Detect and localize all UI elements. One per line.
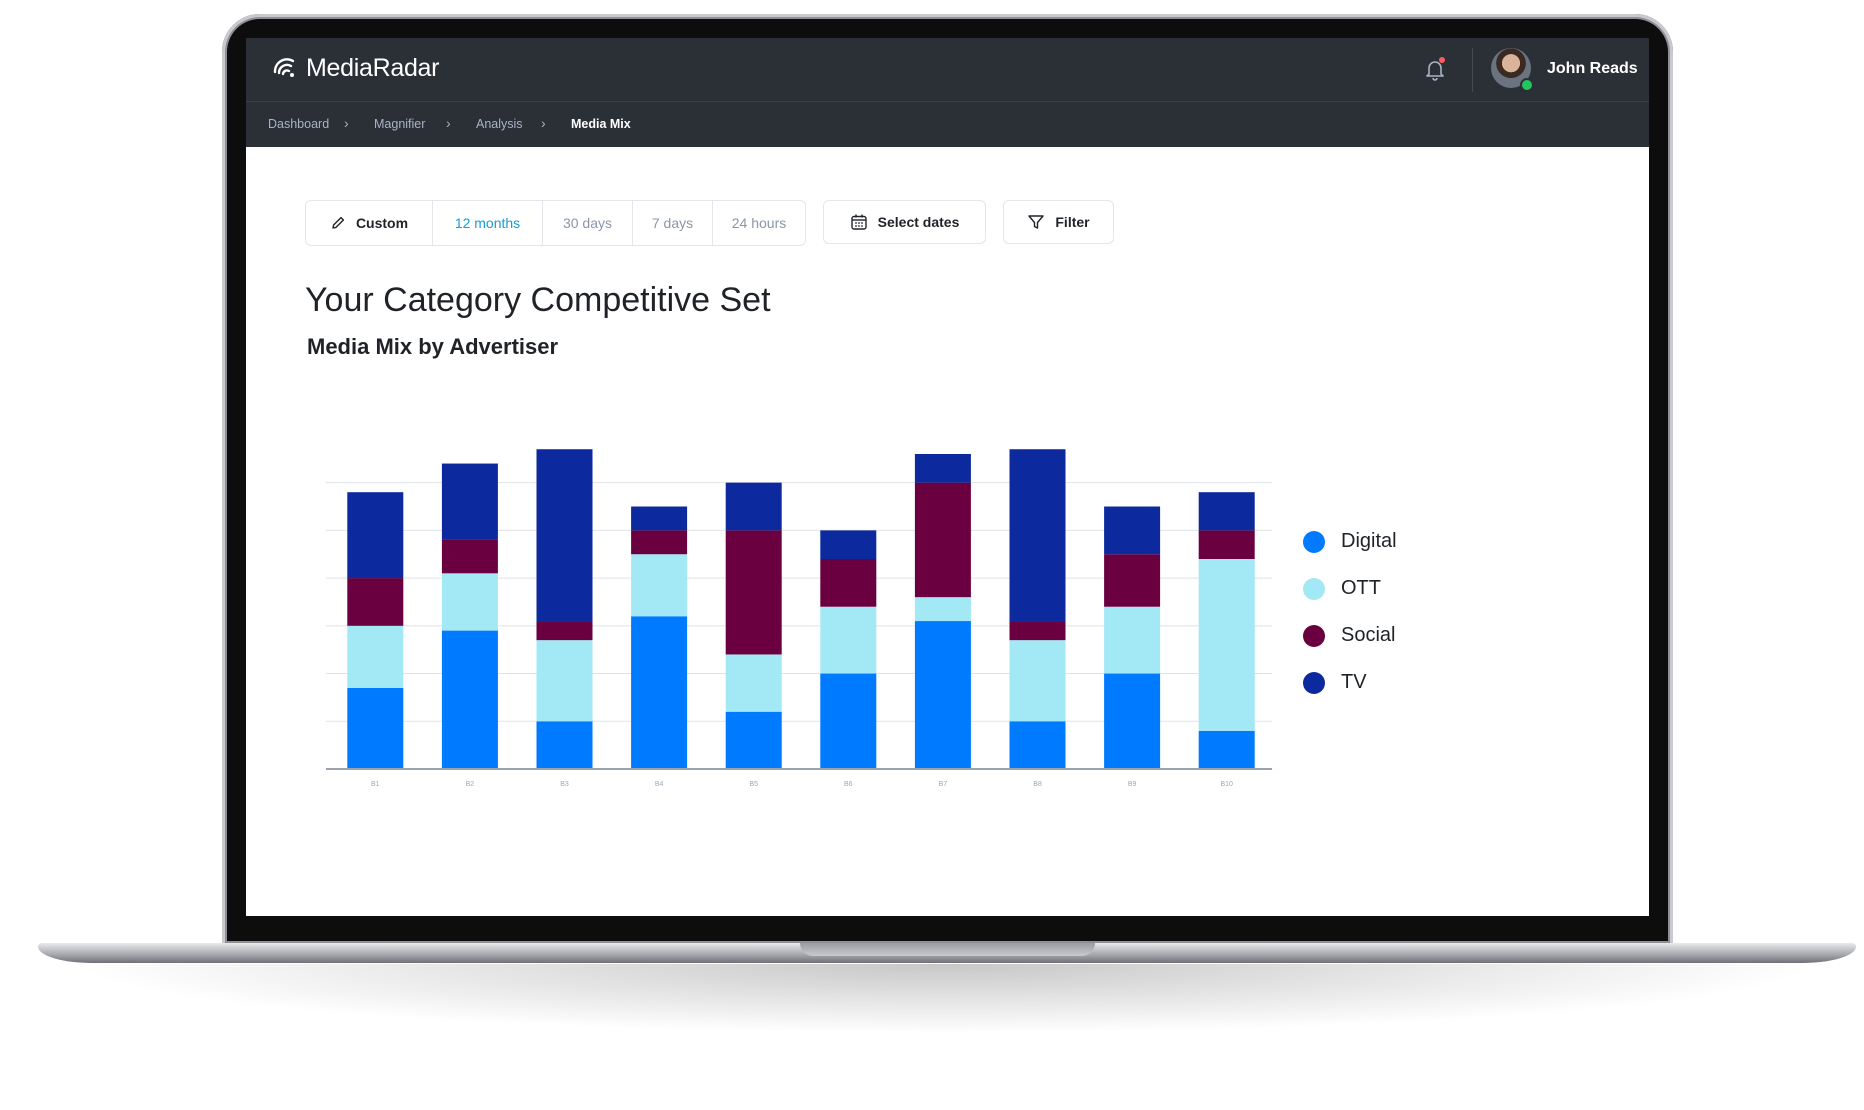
breadcrumb-analysis[interactable]: Analysis xyxy=(476,117,523,131)
bar-segment-tv-b9[interactable] xyxy=(1104,506,1161,555)
bar-segment-tv-b1[interactable] xyxy=(347,492,404,579)
x-tick-label: B7 xyxy=(939,781,948,788)
breadcrumb: Dashboard › Magnifier › Analysis › Media… xyxy=(246,101,1649,147)
logo[interactable]: MediaRadar xyxy=(272,54,439,83)
legend-item-social[interactable]: Social xyxy=(1303,624,1395,647)
select-dates-button[interactable]: Select dates xyxy=(823,200,986,244)
bar-segment-social-b3[interactable] xyxy=(536,621,593,641)
notification-dot xyxy=(1439,57,1445,63)
bar-segment-social-b6[interactable] xyxy=(820,559,877,607)
custom-range-button[interactable]: Custom xyxy=(306,201,432,245)
bar-segment-social-b5[interactable] xyxy=(725,530,782,655)
legend-swatch xyxy=(1303,530,1325,553)
bar-segment-digital-b5[interactable] xyxy=(725,711,782,769)
legend-swatch xyxy=(1303,624,1325,647)
bar-segment-digital-b9[interactable] xyxy=(1104,673,1161,769)
laptop-shadow xyxy=(70,964,1820,1034)
bar-segment-tv-b5[interactable] xyxy=(725,482,782,531)
x-tick-label: B4 xyxy=(655,781,664,788)
legend-item-digital[interactable]: Digital xyxy=(1303,530,1397,553)
bar-segment-digital-b10[interactable] xyxy=(1198,730,1255,769)
radar-logo-icon xyxy=(273,57,295,77)
chevron-right-icon: › xyxy=(446,115,451,131)
filter-label: Filter xyxy=(1055,214,1090,230)
bar-segment-tv-b6[interactable] xyxy=(820,530,877,559)
top-bar: MediaRadar John Reads xyxy=(246,38,1649,101)
bar-segment-digital-b6[interactable] xyxy=(820,673,877,769)
chevron-right-icon: › xyxy=(541,115,546,131)
legend-label: TV xyxy=(1341,671,1367,693)
legend-item-tv[interactable]: TV xyxy=(1303,671,1367,694)
legend-label: OTT xyxy=(1341,577,1381,599)
bar-segment-tv-b8[interactable] xyxy=(1009,449,1066,622)
range-7-days[interactable]: 7 days xyxy=(632,201,712,245)
range-12-months[interactable]: 12 months xyxy=(432,201,542,245)
filter-button[interactable]: Filter xyxy=(1003,200,1114,244)
bar-segment-social-b8[interactable] xyxy=(1009,621,1066,641)
bar-segment-ott-b6[interactable] xyxy=(820,606,877,674)
bar-segment-ott-b5[interactable] xyxy=(725,654,782,712)
bar-segment-ott-b2[interactable] xyxy=(441,573,498,631)
media-mix-chart: B1 B2 B3 B4 B5 B6 B7 B8 B9 B10 xyxy=(326,449,1272,788)
bar-segment-digital-b7[interactable] xyxy=(914,621,971,769)
bar-segment-social-b1[interactable] xyxy=(347,578,404,626)
x-tick-label: B5 xyxy=(749,781,758,788)
select-dates-label: Select dates xyxy=(877,214,960,230)
bar-segment-digital-b4[interactable] xyxy=(631,616,688,769)
bar-segment-digital-b8[interactable] xyxy=(1009,721,1066,769)
legend-swatch xyxy=(1303,671,1325,694)
bar-segment-digital-b2[interactable] xyxy=(441,630,498,769)
x-tick-label: B2 xyxy=(466,781,475,788)
online-status-dot xyxy=(1520,78,1534,92)
bar-segment-digital-b3[interactable] xyxy=(536,721,593,769)
x-tick-label: B9 xyxy=(1128,781,1137,788)
x-tick-label: B1 xyxy=(371,781,380,788)
x-tick-label: B10 xyxy=(1220,781,1233,788)
bar-segment-ott-b1[interactable] xyxy=(347,625,404,688)
bar-segment-ott-b10[interactable] xyxy=(1198,559,1255,731)
bar-segment-ott-b9[interactable] xyxy=(1104,606,1161,674)
bar-segment-ott-b7[interactable] xyxy=(914,597,971,622)
bar-segment-tv-b2[interactable] xyxy=(441,463,498,540)
laptop-notch xyxy=(800,943,1095,956)
breadcrumb-media-mix: Media Mix xyxy=(571,117,631,131)
legend-item-ott[interactable]: OTT xyxy=(1303,577,1381,600)
x-tick-label: B8 xyxy=(1033,781,1042,788)
chevron-right-icon: › xyxy=(344,115,349,131)
range-24-hours[interactable]: 24 hours xyxy=(712,201,805,245)
user-name[interactable]: John Reads xyxy=(1547,60,1638,77)
bar-segment-tv-b7[interactable] xyxy=(914,454,971,483)
legend-label: Digital xyxy=(1341,530,1397,552)
time-range-selector: Custom 12 months 30 days 7 days 24 hours xyxy=(305,200,806,246)
bar-segment-social-b10[interactable] xyxy=(1198,530,1255,559)
chart-subtitle: Media Mix by Advertiser xyxy=(307,334,559,359)
calendar-icon xyxy=(850,214,867,230)
bar-segment-social-b4[interactable] xyxy=(631,530,688,555)
bar-segment-tv-b10[interactable] xyxy=(1198,492,1255,531)
filter-icon xyxy=(1028,215,1045,229)
header-divider xyxy=(1472,48,1473,92)
logo-text: MediaRadar xyxy=(306,54,440,82)
app-screen: MediaRadar John Reads Dashboard › Magnif… xyxy=(246,38,1649,916)
pencil-icon xyxy=(332,216,345,229)
bar-segment-digital-b1[interactable] xyxy=(347,687,404,769)
bar-segment-ott-b8[interactable] xyxy=(1009,640,1066,722)
x-tick-label: B6 xyxy=(844,781,853,788)
page-title: Your Category Competitive Set xyxy=(305,281,771,319)
bar-segment-ott-b3[interactable] xyxy=(536,640,593,722)
bar-segment-social-b7[interactable] xyxy=(914,482,971,598)
breadcrumb-magnifier[interactable]: Magnifier xyxy=(374,117,426,131)
custom-label: Custom xyxy=(355,215,409,231)
legend-label: Social xyxy=(1341,624,1396,646)
range-30-days[interactable]: 30 days xyxy=(542,201,632,245)
bar-segment-ott-b4[interactable] xyxy=(631,554,688,617)
breadcrumb-dashboard[interactable]: Dashboard xyxy=(268,117,330,131)
bar-segment-social-b9[interactable] xyxy=(1104,554,1161,607)
bar-segment-tv-b3[interactable] xyxy=(536,449,593,622)
legend-swatch xyxy=(1303,577,1325,600)
x-tick-label: B3 xyxy=(560,781,569,788)
bar-segment-tv-b4[interactable] xyxy=(631,506,688,531)
bell-icon[interactable] xyxy=(1424,58,1446,82)
bar-segment-social-b2[interactable] xyxy=(441,539,498,574)
